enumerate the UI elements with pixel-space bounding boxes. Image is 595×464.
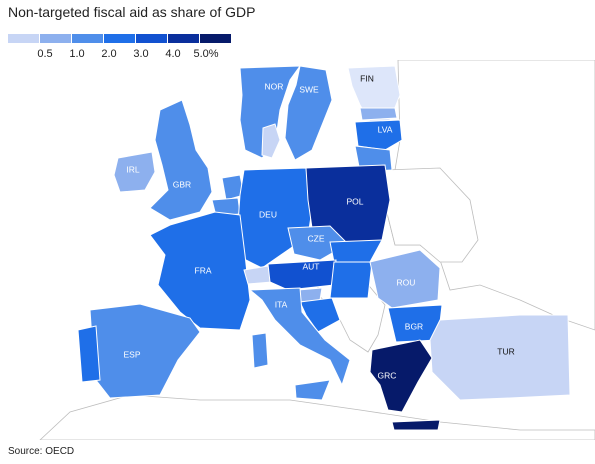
label-LVA: LVA [378, 124, 393, 134]
land-belarus-ukraine [384, 167, 479, 263]
country-PRT [77, 325, 101, 383]
countries [77, 65, 571, 431]
country-EST [359, 107, 398, 121]
country-GRC [369, 339, 433, 413]
label-IRL: IRL [126, 164, 140, 174]
legend-swatch-4 [104, 34, 135, 43]
country-SRD [251, 332, 269, 369]
label-ROU: ROU [397, 277, 416, 287]
legend-tick-2-0: 2.0 [101, 48, 117, 60]
country-CRT [391, 419, 441, 431]
country-DNK [261, 123, 281, 159]
legend-swatch-6 [168, 34, 199, 43]
label-FIN: FIN [360, 73, 374, 83]
country-FRA [149, 211, 251, 331]
label-GRC: GRC [378, 370, 397, 380]
label-ESP: ESP [123, 349, 140, 359]
label-NOR: NOR [265, 81, 284, 91]
legend-tick-0-5: 0.5 [37, 48, 53, 60]
country-ITA [248, 287, 351, 387]
legend-tick-3-0: 3.0 [133, 48, 149, 60]
country-ROU [369, 249, 441, 309]
label-TUR: TUR [497, 346, 514, 356]
legend-tick-4-0: 4.0 [165, 48, 181, 60]
legend-tick-1-0: 1.0 [69, 48, 85, 60]
land-north-africa [39, 394, 595, 440]
country-IRL [113, 151, 156, 193]
country-HRV [299, 297, 341, 333]
label-BGR: BGR [405, 321, 423, 331]
country-SWE [284, 65, 333, 161]
country-HUN [329, 261, 373, 299]
legend-swatch-3 [72, 34, 103, 43]
label-CZE: CZE [308, 233, 325, 243]
label-ITA: ITA [275, 299, 288, 309]
europe-map: FIN NOR SWE LVA IRL GBR DEU POL CZE FRA … [0, 60, 595, 440]
country-AUT [267, 259, 337, 291]
country-labels: FIN NOR SWE LVA IRL GBR DEU POL CZE FRA … [123, 73, 514, 380]
source-note: Source: OECD [8, 446, 75, 457]
country-CHE [243, 265, 273, 285]
country-ESP [87, 303, 201, 399]
label-POL: POL [346, 196, 363, 206]
legend-tick-5-0: 5.0% [193, 48, 219, 60]
label-SWE: SWE [299, 84, 319, 94]
label-AUT: AUT [303, 261, 320, 271]
country-SVK [329, 239, 383, 263]
legend-swatch-5 [136, 34, 167, 43]
legend-swatch-7 [200, 34, 231, 43]
label-DEU: DEU [259, 209, 277, 219]
country-SIC [294, 379, 331, 401]
label-FRA: FRA [195, 265, 212, 275]
country-LVA [354, 119, 403, 151]
country-TUR [429, 314, 571, 401]
legend-color-bar [8, 34, 232, 43]
map-title: Non-targeted fiscal aid as share of GDP [8, 4, 256, 20]
label-GBR: GBR [173, 179, 191, 189]
legend-swatch-2 [40, 34, 71, 43]
country-GBR [149, 99, 213, 221]
legend-swatch-1 [8, 34, 39, 43]
